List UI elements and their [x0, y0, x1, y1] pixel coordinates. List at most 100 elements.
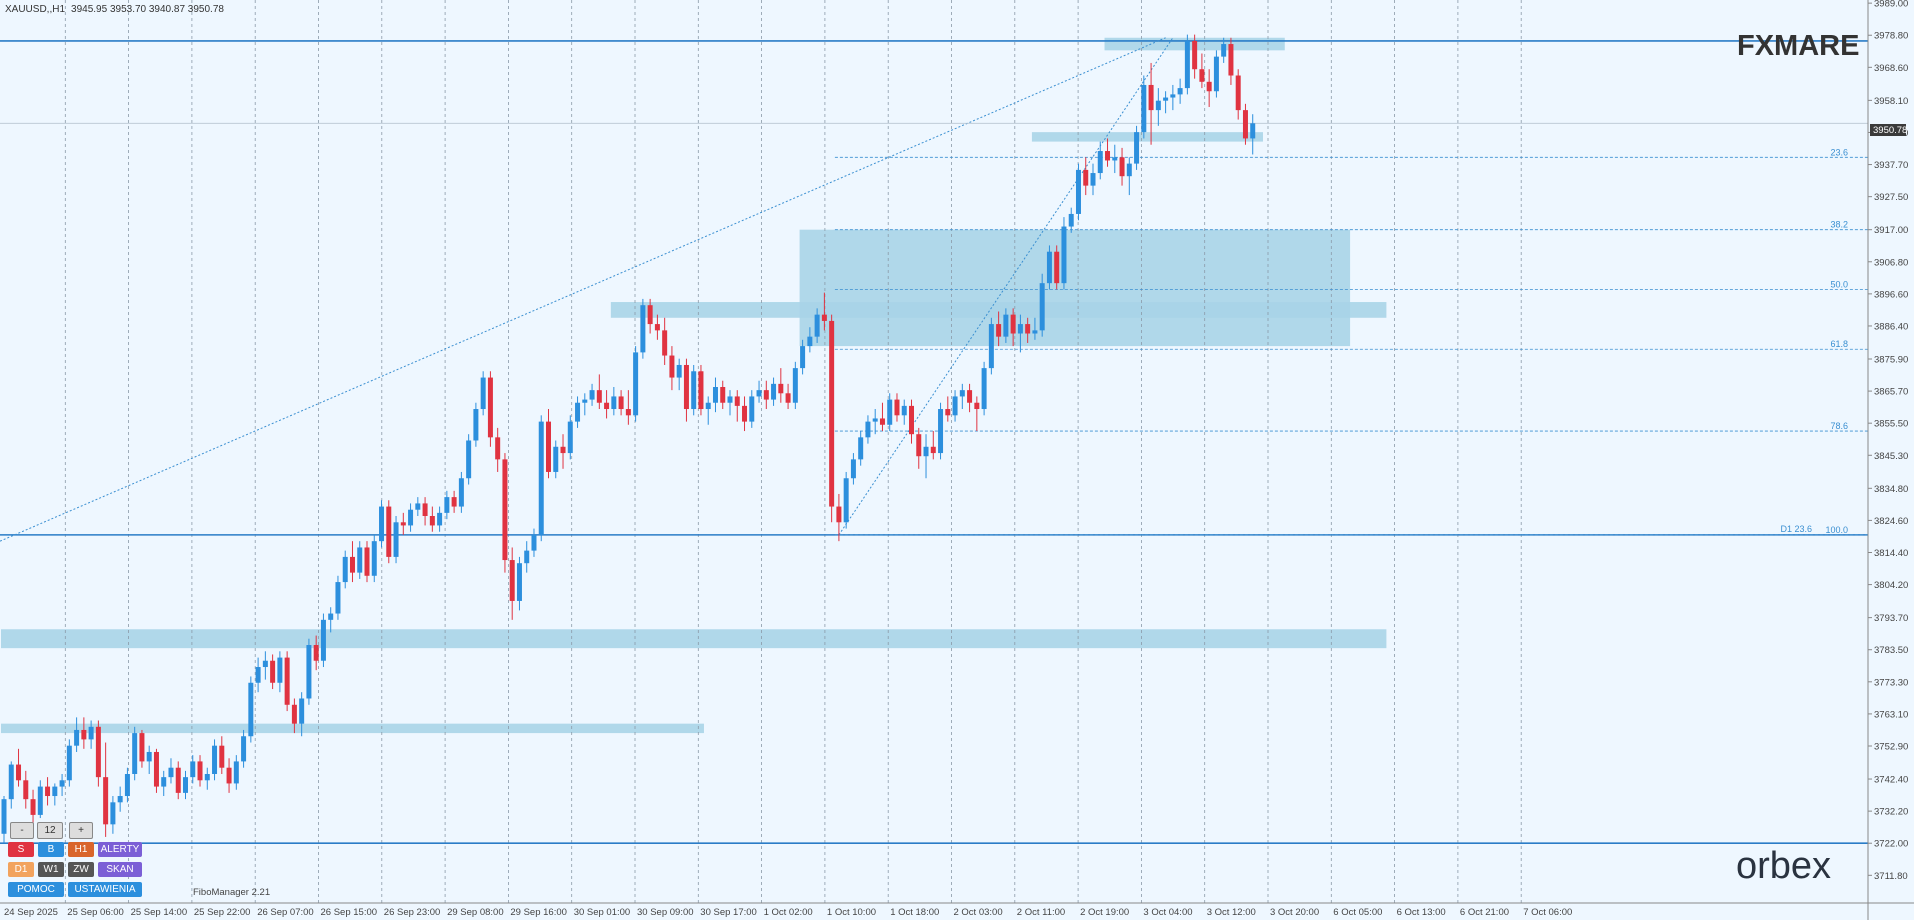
candle-body-71 [516, 563, 522, 601]
fxmare-logo: FXMARE [1737, 30, 1860, 62]
candle-body-51 [371, 541, 377, 576]
y-tick-label-3: 3958.10 [1874, 96, 1908, 107]
candle-body-81 [589, 390, 595, 400]
axes-layer: 24 Sep 2025 25 Sep 06:00 25 Sep 14:00 25 Se… [4, 0, 1908, 918]
candle-body-12 [88, 726, 94, 740]
candle-body-169 [1228, 44, 1234, 76]
timeframe-w1-button[interactable]: W1 [38, 862, 64, 877]
candle-body-59 [429, 516, 435, 526]
candle-body-9 [66, 745, 72, 781]
candles-layer [1, 34, 1256, 844]
candle-body-19 [139, 733, 145, 762]
candle-body-58 [422, 503, 428, 516]
candle-body-127 [923, 446, 929, 457]
candle-body-35 [255, 667, 261, 683]
y-tick-label-1: 3978.80 [1874, 31, 1908, 42]
candle-body-38 [277, 657, 283, 683]
candle-body-162 [1177, 88, 1183, 95]
settings-button[interactable]: USTAWIENIA [68, 882, 142, 897]
symbol-header: XAUUSD,,H1 3945.95 3953.70 3940.87 3950.7… [5, 4, 224, 15]
candle-body-132 [959, 390, 965, 397]
fib-label-3: 61.8 [1830, 339, 1848, 349]
x-tick-label-22: 6 Oct 13:00 [1397, 907, 1446, 918]
candle-body-172 [1250, 123, 1256, 139]
x-tick-label-9: 30 Sep 01:00 [574, 907, 631, 918]
candle-body-120 [872, 418, 878, 422]
candle-body-123 [894, 399, 900, 416]
candle-body-160 [1163, 97, 1169, 101]
candle-body-166 [1206, 81, 1212, 92]
y-tick-label-19: 3793.70 [1874, 613, 1908, 624]
candle-body-153 [1112, 157, 1118, 161]
scan-button[interactable]: SKAN [98, 862, 142, 877]
candle-body-149 [1083, 169, 1089, 186]
candle-body-128 [930, 446, 936, 454]
candle-body-4 [30, 799, 36, 815]
timeframe-d1-button[interactable]: D1 [8, 862, 34, 877]
candle-body-133 [967, 390, 973, 403]
candle-body-41 [299, 698, 305, 724]
zw-button[interactable]: ZW [68, 862, 94, 877]
candle-body-108 [785, 393, 791, 403]
y-tick-label-26: 3722.00 [1874, 839, 1908, 850]
candle-body-29 [212, 745, 218, 774]
candle-body-145 [1054, 251, 1060, 284]
y-tick-label-13: 3855.50 [1874, 419, 1908, 430]
zoom-plus-button[interactable]: + [69, 822, 93, 839]
candle-body-104 [756, 390, 762, 397]
candle-body-23 [168, 767, 174, 778]
candle-body-87 [633, 352, 639, 416]
help-button[interactable]: POMOC [8, 882, 64, 897]
zone-4 [1, 723, 704, 734]
candle-body-96 [698, 371, 704, 410]
period-value[interactable]: 12 [37, 822, 63, 839]
x-tick-label-11: 30 Sep 17:00 [700, 907, 757, 918]
x-tick-label-19: 3 Oct 12:00 [1207, 907, 1256, 918]
x-tick-label-7: 29 Sep 08:00 [447, 907, 504, 918]
candle-body-34 [248, 682, 254, 737]
candle-body-107 [778, 383, 784, 394]
y-tick-label-10: 3886.40 [1874, 321, 1908, 332]
x-tick-label-18: 3 Oct 04:00 [1143, 907, 1192, 918]
x-tick-label-14: 1 Oct 18:00 [890, 907, 939, 918]
candle-body-146 [1061, 226, 1067, 284]
candle-body-83 [604, 402, 610, 410]
candle-body-26 [190, 761, 196, 778]
candle-body-3 [23, 780, 29, 800]
fib-label-5: 100.0 [1825, 525, 1848, 535]
candle-body-44 [320, 619, 326, 661]
candle-body-52 [379, 506, 385, 542]
candle-body-82 [596, 390, 602, 403]
y-tick-label-0: 3989.00 [1874, 0, 1908, 10]
buy-button[interactable]: B [38, 842, 64, 857]
candle-body-76 [553, 446, 559, 472]
zoom-minus-button[interactable]: - [10, 822, 34, 839]
timeframe-h1-button[interactable]: H1 [68, 842, 94, 857]
candle-body-157 [1141, 84, 1147, 133]
candle-body-171 [1242, 110, 1248, 139]
candle-body-25 [183, 777, 188, 793]
candle-body-20 [146, 751, 152, 762]
y-tick-label-17: 3814.40 [1874, 548, 1908, 559]
candle-body-137 [996, 324, 1002, 337]
candle-body-125 [909, 405, 914, 435]
x-tick-label-23: 6 Oct 21:00 [1460, 907, 1509, 918]
x-tick-label-0: 24 Sep 2025 [4, 907, 58, 918]
candle-body-55 [400, 522, 406, 526]
sell-button[interactable]: S [8, 842, 34, 857]
candle-body-140 [1017, 324, 1023, 334]
candle-body-98 [712, 387, 718, 403]
candle-body-63 [458, 478, 464, 507]
candle-body-65 [473, 409, 479, 441]
candle-body-68 [495, 437, 501, 460]
candle-body-14 [103, 777, 109, 825]
candle-body-56 [408, 509, 414, 526]
candle-body-100 [727, 396, 733, 403]
alerts-button[interactable]: ALERTY [98, 842, 142, 857]
candle-body-90 [654, 324, 660, 331]
candle-body-40 [291, 704, 297, 724]
x-tick-label-13: 1 Oct 10:00 [827, 907, 876, 918]
candle-body-161 [1170, 94, 1176, 98]
y-tick-label-27: 3711.80 [1874, 871, 1908, 882]
